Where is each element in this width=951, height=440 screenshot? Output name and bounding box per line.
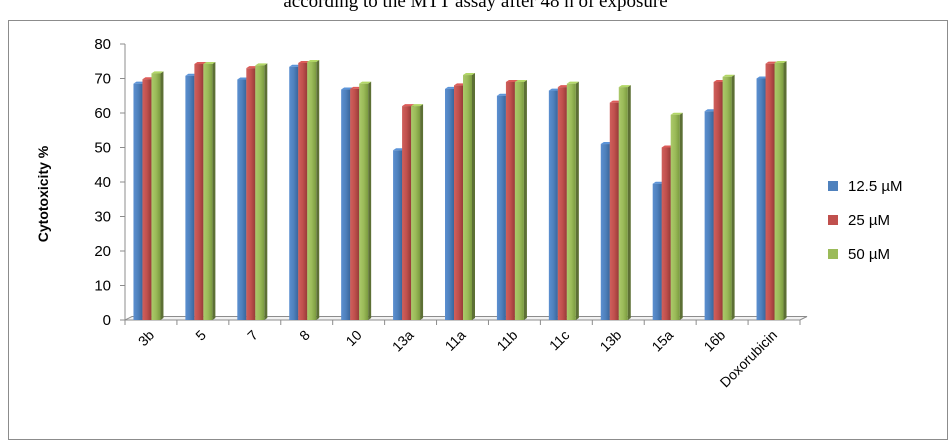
bar [151,71,164,320]
y-axis-label: Cytotoxicity % [35,145,51,242]
y-tick-label: 60 [94,105,111,122]
x-tick-label: 13b [597,327,625,355]
legend-label: 12.5 µM [848,178,903,195]
bar [618,85,631,320]
bar [774,60,787,320]
legend-label: 25 µM [848,212,890,229]
bar [463,73,475,320]
y-tick-label: 30 [94,209,111,226]
bar [203,62,216,320]
x-tick-label: 5 [192,327,209,344]
y-tick-label: 0 [103,312,111,329]
x-tick-label: 16b [700,327,728,355]
bar [722,74,735,321]
x-tick-label: 7 [244,327,261,344]
legend-swatch [828,181,838,191]
x-tick-label: 15a [648,327,676,355]
legend-swatch [828,215,838,225]
legend-swatch [828,249,838,259]
y-tick-label: 80 [94,36,111,53]
chart-area [8,20,948,440]
y-tick-label: 20 [94,243,111,260]
legend-label: 50 µM [848,246,890,263]
bar [307,59,320,320]
chart-title: according to the MTT assay after 48 h of… [283,0,668,12]
x-tick-label: 13a [389,327,417,355]
x-tick-label: 8 [296,327,313,344]
bars [133,59,787,321]
x-tick-label: 11b [493,327,520,354]
y-tick-label: 50 [94,140,111,157]
bar [359,81,372,320]
x-tick-label: 10 [342,327,364,349]
legend: 12.5 µM 25 µM 50 µM [828,178,903,263]
bar [411,104,424,320]
bar [514,79,527,320]
bar [566,81,579,320]
bar [255,63,268,320]
y-tick-label: 10 [94,278,111,295]
x-tick-label: 11a [442,327,469,354]
x-tick-label: 3b [135,327,157,349]
x-tick-label: 11c [546,327,573,354]
y-tick-label: 40 [94,174,111,191]
y-tick-label: 70 [94,71,111,88]
bar [670,112,683,320]
